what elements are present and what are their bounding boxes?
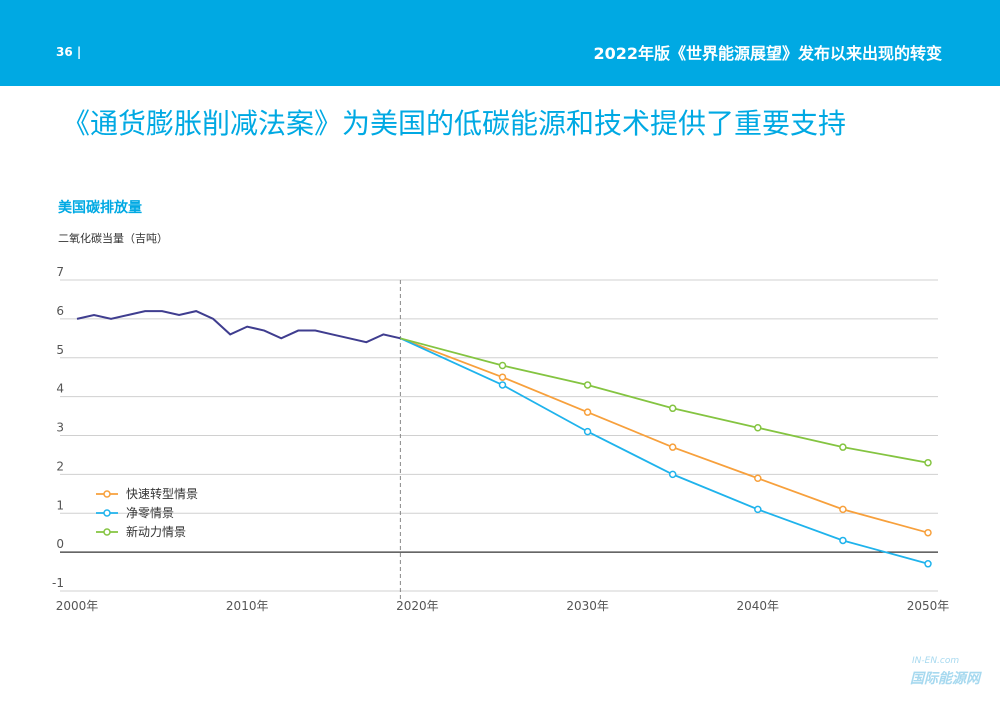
data-point [924,560,932,568]
header-bar: 36 | 2022年版《世界能源展望》发布以来出现的转变 [0,0,1000,86]
x-tick-label: 2010年 [226,599,269,613]
data-point [754,474,762,483]
y-tick-label: -1 [52,576,64,590]
data-point [924,528,932,537]
watermark-en: IN-EN.com [912,656,960,666]
legend-label: 快速转型情景 [126,486,198,501]
chart-title: 美国碳排放量 [58,200,142,216]
header-title: 2022年版《世界能源展望》发布以来出现的转变 [593,44,942,63]
x-tick-label: 2030年 [566,599,609,613]
y-tick-label: 7 [56,265,64,279]
data-point [839,505,847,514]
y-tick-label: 6 [56,304,64,318]
data-point [583,408,592,416]
y-tick-label: 5 [56,343,64,357]
legend-marker [103,528,111,536]
data-point [498,361,507,370]
data-point [754,505,762,514]
data-point [583,427,592,436]
legend-marker [103,490,111,498]
y-axis-label: 二氧化碳当量（吉吨） [58,232,168,245]
data-point [668,470,677,479]
y-tick-label: 2 [56,459,64,473]
legend-label: 净零情景 [126,506,174,520]
slide-title: 《通货膨胀削减法案》为美国的低碳能源和技术提供了重要支持 [62,107,847,140]
historical-line [76,310,401,344]
watermark-logo: 国际能源网 [910,671,980,687]
y-tick-label: 3 [56,421,64,435]
legend-marker [103,509,111,517]
x-tick-label: 2040年 [737,599,780,613]
data-point [924,458,932,467]
x-tick-label: 2050年 [907,599,950,613]
x-tick-label: 2020年 [396,599,439,613]
x-tick-label: 2000年 [56,599,99,613]
data-point [668,443,677,451]
y-tick-label: 0 [56,537,64,551]
y-tick-label: 1 [56,498,64,512]
page-number: 36 | [56,45,82,59]
data-point [498,381,507,389]
data-point [839,443,847,451]
data-point [498,373,507,381]
data-point [754,423,762,432]
data-point [668,404,677,413]
data-point [583,381,592,389]
y-tick-label: 4 [56,382,64,396]
data-point [839,536,847,545]
legend-label: 新动力情景 [126,524,186,539]
series-line-1 [400,337,929,565]
